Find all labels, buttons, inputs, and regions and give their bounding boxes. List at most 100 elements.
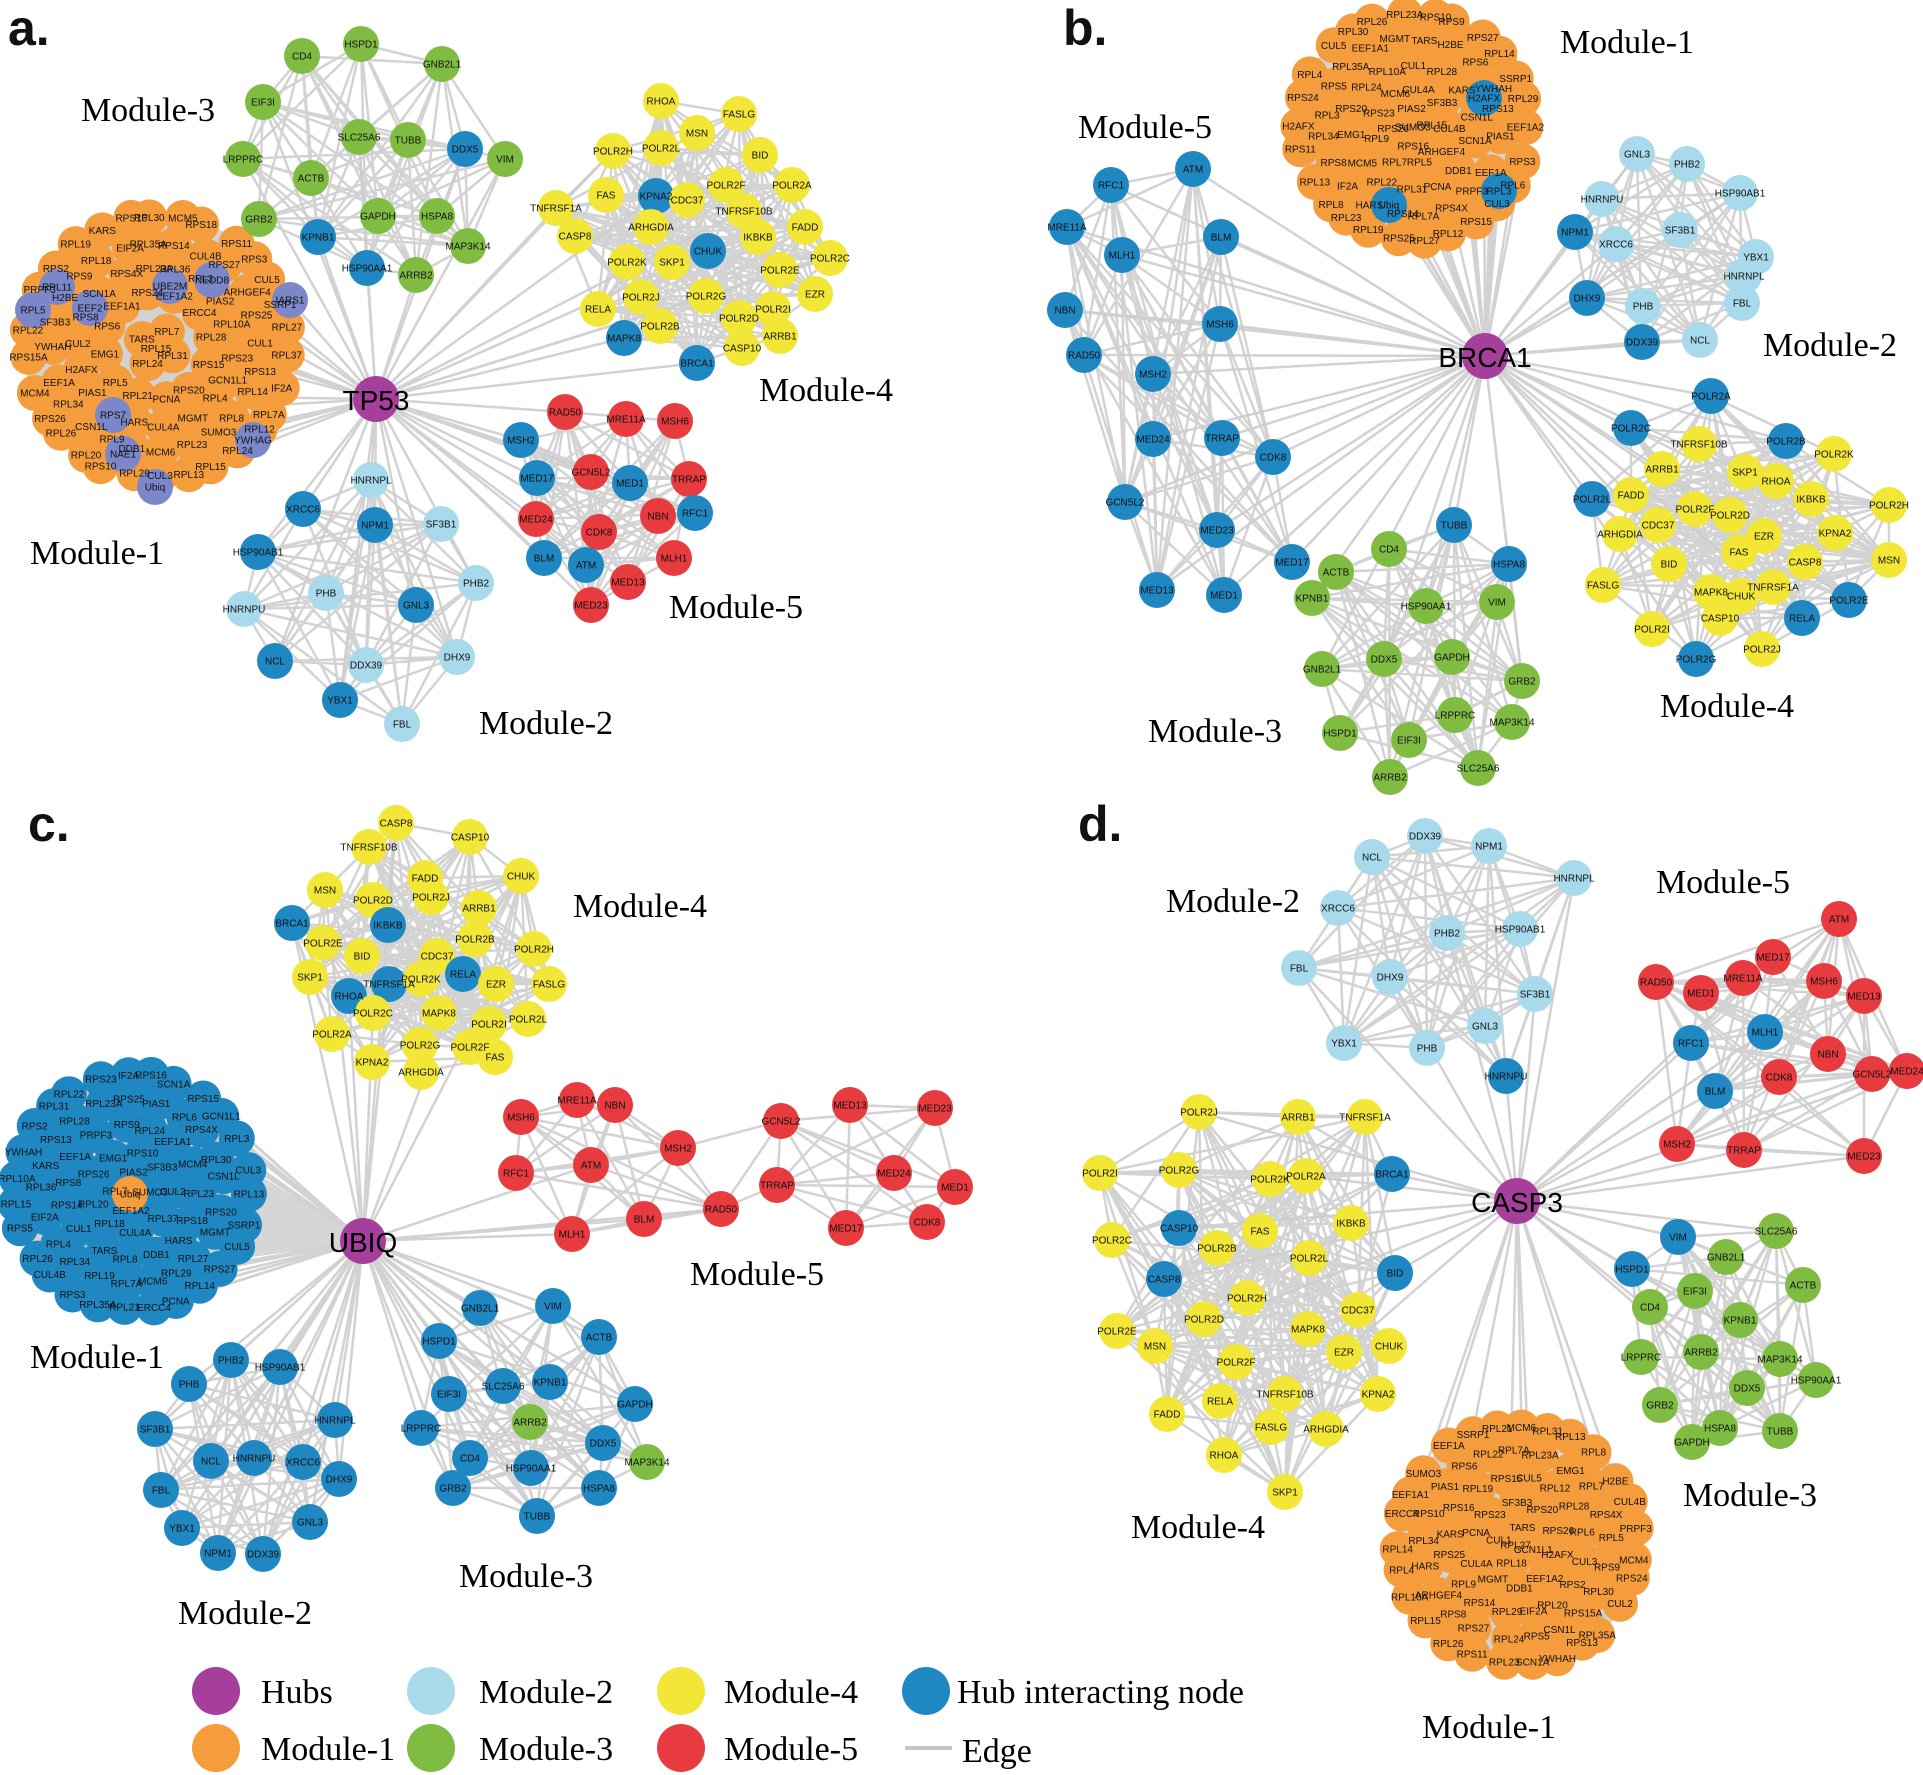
svg-text:EZR: EZR xyxy=(1334,1348,1354,1359)
svg-text:NPM1: NPM1 xyxy=(1475,842,1503,853)
svg-text:RAD50: RAD50 xyxy=(549,408,582,419)
svg-text:RPS10: RPS10 xyxy=(85,462,117,473)
svg-text:PIAS2: PIAS2 xyxy=(119,1168,148,1179)
svg-text:RPL7A: RPL7A xyxy=(253,410,285,421)
svg-text:SF3B3: SF3B3 xyxy=(40,318,71,329)
svg-text:CDK8: CDK8 xyxy=(1766,1073,1793,1084)
svg-text:Hubs: Hubs xyxy=(261,1674,333,1711)
svg-text:EZR: EZR xyxy=(805,290,825,301)
svg-text:RPS13: RPS13 xyxy=(1482,104,1514,115)
svg-text:HNRNPU: HNRNPU xyxy=(1485,1072,1528,1083)
svg-text:ARRB2: ARRB2 xyxy=(1684,1348,1718,1359)
svg-text:MAPK8: MAPK8 xyxy=(422,1009,456,1020)
svg-text:KPNB1: KPNB1 xyxy=(1296,594,1329,605)
svg-text:PRPF3: PRPF3 xyxy=(80,1131,113,1142)
svg-text:RPS15A: RPS15A xyxy=(9,352,48,363)
svg-text:ARHGDIA: ARHGDIA xyxy=(1597,530,1643,541)
svg-text:IARS1: IARS1 xyxy=(276,296,305,307)
svg-text:RPL7A: RPL7A xyxy=(1408,212,1440,223)
svg-text:ARRB1: ARRB1 xyxy=(763,332,797,343)
svg-text:EIF2A: EIF2A xyxy=(116,243,144,254)
svg-text:CUL1: CUL1 xyxy=(66,1224,92,1235)
svg-text:RAD50: RAD50 xyxy=(1640,978,1673,989)
svg-text:CHUK: CHUK xyxy=(1375,1342,1404,1353)
svg-text:ARHGEF4: ARHGEF4 xyxy=(1415,1591,1463,1602)
svg-text:PHB2: PHB2 xyxy=(1674,160,1701,171)
svg-text:MED17: MED17 xyxy=(1275,558,1309,569)
svg-text:RPL23: RPL23 xyxy=(1489,1657,1520,1668)
svg-text:DDX5: DDX5 xyxy=(1734,1384,1761,1395)
svg-text:CASP8: CASP8 xyxy=(1789,558,1822,569)
svg-text:MED17: MED17 xyxy=(829,1224,863,1235)
svg-text:RPL12: RPL12 xyxy=(244,425,275,436)
svg-text:TNFRSF10B: TNFRSF10B xyxy=(340,843,398,854)
svg-text:DDB1: DDB1 xyxy=(118,444,145,455)
svg-text:MLH1: MLH1 xyxy=(1752,1028,1779,1039)
svg-text:SKP1: SKP1 xyxy=(659,258,685,269)
svg-text:RPS10: RPS10 xyxy=(127,1149,159,1160)
svg-text:ERCC4: ERCC4 xyxy=(137,1303,171,1314)
svg-text:RELA: RELA xyxy=(450,970,476,981)
svg-text:RPS8: RPS8 xyxy=(1440,1610,1467,1621)
svg-text:HNRNPL: HNRNPL xyxy=(350,476,392,487)
svg-text:MCM4: MCM4 xyxy=(20,389,50,400)
svg-text:KPNB1: KPNB1 xyxy=(534,1378,567,1389)
svg-text:RPL27: RPL27 xyxy=(178,1254,209,1265)
svg-text:EEF1A: EEF1A xyxy=(1475,168,1507,179)
svg-text:RPL27: RPL27 xyxy=(272,323,303,334)
svg-text:POLR2E: POLR2E xyxy=(303,939,343,950)
svg-text:FBL: FBL xyxy=(393,720,412,731)
svg-text:RPS9: RPS9 xyxy=(114,1120,141,1131)
svg-text:POLR2I: POLR2I xyxy=(1082,1169,1118,1180)
svg-text:EMG1: EMG1 xyxy=(99,1153,128,1164)
svg-text:RELA: RELA xyxy=(1789,614,1815,625)
svg-text:RPS14: RPS14 xyxy=(1387,209,1419,220)
svg-text:RFC1: RFC1 xyxy=(1098,181,1125,192)
svg-text:POLR2D: POLR2D xyxy=(1184,1315,1224,1326)
svg-text:MAPK8: MAPK8 xyxy=(1694,588,1728,599)
svg-text:Module-1: Module-1 xyxy=(261,1731,395,1768)
svg-text:RPS15: RPS15 xyxy=(1491,1474,1523,1485)
svg-text:CASP10: CASP10 xyxy=(723,344,762,355)
svg-text:ARHGEF4: ARHGEF4 xyxy=(1418,147,1466,158)
svg-text:CASP10: CASP10 xyxy=(1701,614,1740,625)
svg-text:MSN: MSN xyxy=(314,886,336,897)
svg-text:FASLG: FASLG xyxy=(1255,1423,1287,1434)
svg-text:PHB2: PHB2 xyxy=(1434,929,1461,940)
svg-text:RPS26: RPS26 xyxy=(78,1170,110,1181)
svg-text:MED17: MED17 xyxy=(1756,953,1790,964)
svg-text:RPL15: RPL15 xyxy=(1410,1616,1441,1627)
svg-text:MSH2: MSH2 xyxy=(1139,370,1167,381)
svg-text:RPL23A: RPL23A xyxy=(1386,10,1424,21)
svg-text:RPS14: RPS14 xyxy=(51,1201,83,1212)
svg-text:MAPK8: MAPK8 xyxy=(607,334,641,345)
svg-text:RPL7: RPL7 xyxy=(1579,1482,1604,1493)
svg-text:RPL35A: RPL35A xyxy=(1332,62,1370,73)
svg-text:POLR2F: POLR2F xyxy=(1676,505,1715,516)
svg-text:HNRNPU: HNRNPU xyxy=(233,1454,276,1465)
svg-text:RPL30: RPL30 xyxy=(1338,27,1369,38)
svg-text:RPL34: RPL34 xyxy=(1308,131,1339,142)
svg-text:CUL4A: CUL4A xyxy=(1402,85,1435,96)
svg-text:MED24: MED24 xyxy=(877,1169,911,1180)
svg-text:CHUK: CHUK xyxy=(1727,592,1756,603)
svg-text:PHB: PHB xyxy=(1633,302,1654,313)
svg-text:BRCA1: BRCA1 xyxy=(1375,1170,1409,1181)
svg-text:CDC37: CDC37 xyxy=(421,952,454,963)
svg-text:PIAS1: PIAS1 xyxy=(1431,1482,1460,1493)
svg-text:SKP1: SKP1 xyxy=(1732,468,1758,479)
svg-text:MED24: MED24 xyxy=(519,515,553,526)
svg-text:b.: b. xyxy=(1063,0,1107,56)
svg-text:RPL35A: RPL35A xyxy=(130,239,168,250)
svg-text:RPL4: RPL4 xyxy=(203,394,228,405)
svg-text:RPL4: RPL4 xyxy=(1389,1565,1414,1576)
svg-text:Edge: Edge xyxy=(962,1733,1032,1770)
svg-text:RPL24: RPL24 xyxy=(1494,1634,1525,1645)
svg-text:GCN5L2: GCN5L2 xyxy=(762,1117,801,1128)
svg-text:HARS: HARS xyxy=(1411,1562,1439,1573)
svg-text:HSPA8: HSPA8 xyxy=(1493,560,1525,571)
svg-text:CDC37: CDC37 xyxy=(671,196,704,207)
svg-text:Ubiq: Ubiq xyxy=(1379,201,1400,212)
svg-text:Module-1: Module-1 xyxy=(30,535,164,572)
svg-text:RPL23: RPL23 xyxy=(177,440,208,451)
